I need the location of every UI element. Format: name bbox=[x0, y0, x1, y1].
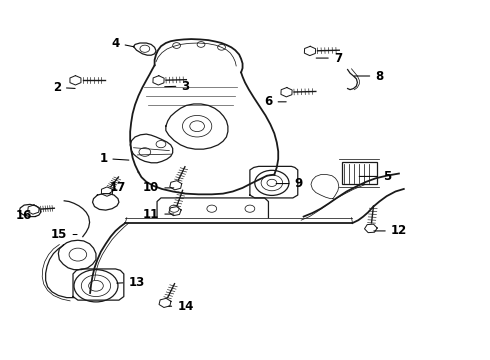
Text: 13: 13 bbox=[117, 276, 145, 289]
Bar bbox=[342, 162, 377, 184]
Text: 5: 5 bbox=[359, 170, 391, 183]
Text: 9: 9 bbox=[276, 177, 303, 190]
Text: 14: 14 bbox=[169, 300, 194, 313]
Text: 16: 16 bbox=[16, 210, 36, 222]
Text: 3: 3 bbox=[165, 80, 190, 93]
Text: 6: 6 bbox=[264, 95, 286, 108]
Text: 10: 10 bbox=[143, 181, 174, 194]
Text: 17: 17 bbox=[109, 181, 126, 194]
Text: 7: 7 bbox=[316, 51, 342, 64]
Text: 1: 1 bbox=[99, 152, 129, 165]
Text: 8: 8 bbox=[354, 69, 384, 82]
Text: 2: 2 bbox=[53, 81, 75, 94]
Text: 4: 4 bbox=[111, 36, 134, 50]
Text: 11: 11 bbox=[143, 208, 174, 221]
Text: 15: 15 bbox=[51, 228, 77, 241]
Text: 12: 12 bbox=[374, 224, 407, 238]
